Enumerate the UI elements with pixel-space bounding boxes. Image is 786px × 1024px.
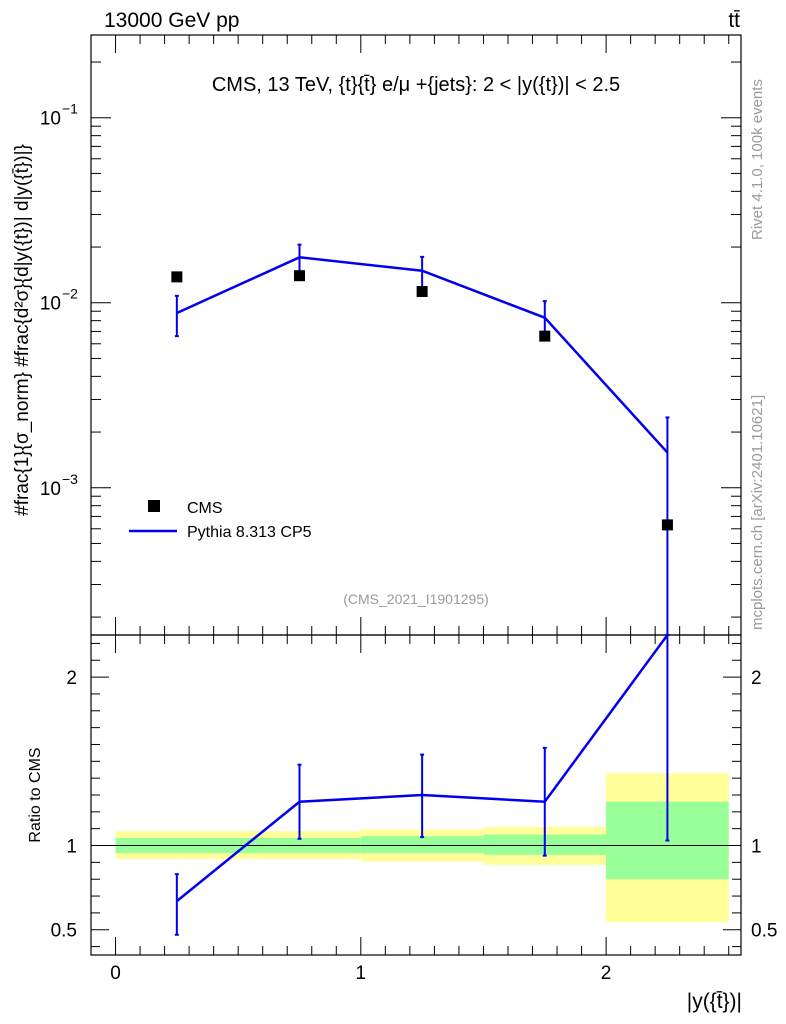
y-tick-label: 10 [40,479,61,500]
y-tick-exponent: −2 [62,286,78,302]
process-label: tt̄ [728,9,740,32]
cms-data-point [539,330,551,342]
cms-data-point [416,286,428,298]
y-tick-label: 10 [40,109,61,130]
legend-pythia-label: Pythia 8.313 CP5 [187,524,312,541]
x-tick-label: 1 [356,963,367,984]
ratio-y-axis-label: Ratio to CMS [27,747,44,842]
y-tick-exponent: −1 [62,101,78,117]
ratio-y-tick-label: 1 [66,837,77,858]
ratio-y-tick-label-right: 2 [751,668,762,689]
cms-data-point [171,271,183,283]
legend-cms-marker [148,500,160,512]
cms-data-point [661,519,673,531]
ratio-y-tick-label: 0.5 [51,921,77,942]
cms-data-point [293,270,305,282]
rivet-label: Rivet 4.1.0, 100k events [749,79,766,240]
ratio-y-tick-label: 2 [66,668,77,689]
legend-cms-label: CMS [187,500,223,517]
ratio-panel: 0 1 2 0.5 0.5 1 1 2 2 [51,634,777,984]
energy-label: 13000 GeV pp [104,9,239,32]
x-axis-label: |y({t̄})| [687,990,742,1013]
y-tick-exponent: −3 [62,471,78,487]
ratio-inner-band [360,836,484,854]
main-frame [90,34,742,636]
ratio-y-tick-label-right: 0.5 [751,921,777,942]
ratio-y-tick-label-right: 1 [751,837,762,858]
x-tick-label: 0 [110,963,121,984]
main-panel: 10−110−210−3 [40,34,742,636]
x-tick-label: 2 [601,963,612,984]
y-tick-label: 10 [40,294,61,315]
legend: CMS Pythia 8.313 CP5 [129,500,312,541]
main-y-axis-label: #frac{1}{σ_norm} #frac{d²σ}{d|y({t})| d|… [12,144,33,516]
analysis-reference: (CMS_2021_I1901295) [343,591,489,607]
chart-title: CMS, 13 TeV, {t}{t̄} e/μ +{jets}: 2 < |y… [212,74,620,96]
mcplots-label: mcplots.cern.ch [arXiv:2401.10621] [749,395,766,630]
